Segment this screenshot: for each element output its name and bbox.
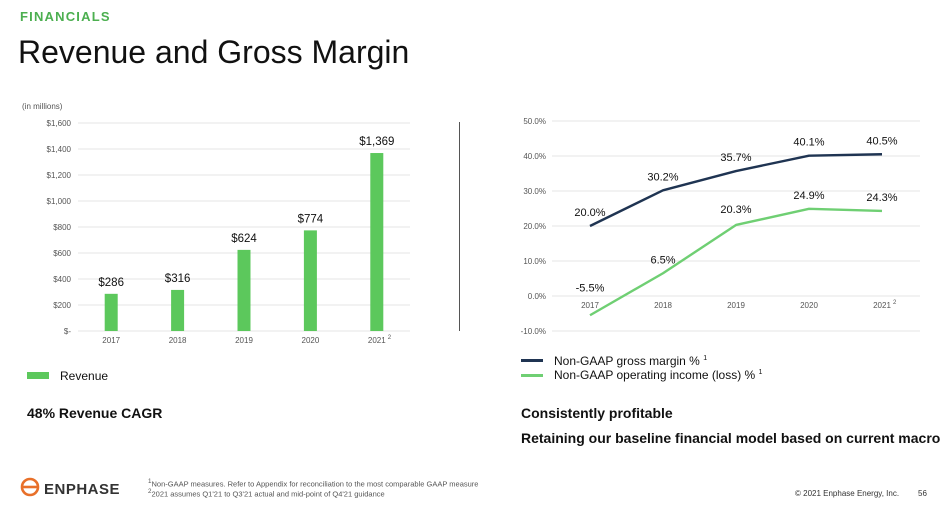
revenue-bar-value-label: $774 — [298, 213, 324, 225]
bar-y-tick-label: $- — [64, 327, 71, 336]
gross-margin-data-label: 20.0% — [574, 207, 605, 219]
operating-income-data-label: 20.3% — [720, 204, 751, 216]
footnote-2: 22021 assumes Q1'21 to Q3'21 actual and … — [148, 488, 385, 499]
revenue-bar — [237, 249, 251, 331]
bar-y-tick-label: $1,600 — [47, 119, 72, 128]
gross-margin-data-label: 30.2% — [647, 171, 678, 183]
line-y-tick-label: 40.0% — [523, 152, 546, 161]
bar-y-tick-label: $400 — [53, 275, 71, 284]
margin-line-chart: -10.0% 0.0% 10.0% 20.0% 30.0% 40.0% 50.0% 2017 2… — [521, 117, 920, 336]
line-y-tick-label: -10.0% — [521, 327, 546, 336]
bar-y-tick-label: $600 — [53, 249, 71, 258]
line-y-tick-label: 50.0% — [523, 117, 546, 126]
bar-y-tick-label: $800 — [53, 223, 71, 232]
line-x-tick-label: 2018 — [654, 301, 672, 310]
operating-income-data-label: 24.9% — [793, 190, 824, 202]
line-x-tick-label: 2019 — [727, 301, 745, 310]
panel-divider — [459, 122, 460, 331]
bar-x-tick-label: 2020 — [302, 336, 320, 345]
revenue-bar-value-label: $624 — [231, 233, 257, 245]
bar-y-tick-label: $1,200 — [47, 171, 72, 180]
copyright: © 2021 Enphase Energy, Inc. — [795, 489, 900, 498]
bar-y-tick-label: $1,400 — [47, 145, 72, 154]
bar-x-tick-label: 2017 — [102, 336, 120, 345]
operating-income-data-label: 24.3% — [866, 192, 897, 204]
revenue-bar — [104, 293, 118, 331]
revenue-bar-value-label: $286 — [98, 277, 124, 289]
operating-income-line — [589, 207, 883, 317]
bar-x-tick-label: 2019 — [235, 336, 253, 345]
line-x-tick-label: 2021 — [873, 301, 891, 310]
line-y-tick-label: 30.0% — [523, 187, 546, 196]
revenue-bar — [171, 289, 185, 331]
line-y-tick-label: 10.0% — [523, 257, 546, 266]
line-x-tick-superscript: 2 — [893, 300, 897, 306]
revenue-bar — [370, 153, 384, 331]
operating-income-legend-label: Non-GAAP operating income (loss) % 1 — [554, 368, 763, 382]
bar-x-tick-label: 2021 — [368, 336, 386, 345]
gross-margin-line — [589, 153, 883, 228]
revenue-bar-value-label: $316 — [165, 273, 191, 285]
gross-margin-data-label: 35.7% — [720, 152, 751, 164]
line-x-tick-label: 2020 — [800, 301, 818, 310]
gross-margin-legend-swatch — [521, 359, 543, 362]
profitable-text: Consistently profitable — [521, 405, 673, 421]
gross-margin-data-label: 40.1% — [793, 137, 824, 149]
gross-margin-data-label: 40.5% — [866, 135, 897, 147]
line-x-tick-label: 2017 — [581, 301, 599, 310]
revenue-legend-label: Revenue — [60, 369, 109, 383]
bar-x-tick-label: 2018 — [169, 336, 187, 345]
footnote-1: 1Non-GAAP measures. Refer to Appendix fo… — [148, 478, 479, 489]
line-y-tick-label: 0.0% — [528, 292, 546, 301]
unit-note: (in millions) — [22, 102, 63, 111]
revenue-cagr-text: 48% Revenue CAGR — [27, 405, 163, 421]
page-number: 56 — [918, 489, 927, 498]
revenue-bar-chart: $- $200 $400 $600 $800 $1,000 $1,200 $1,400 $1,6… — [47, 119, 410, 345]
bar-x-tick-superscript: 2 — [388, 335, 392, 341]
operating-income-data-label: 6.5% — [650, 254, 675, 266]
operating-income-data-label: -5.5% — [576, 282, 605, 294]
line-y-tick-label: 20.0% — [523, 222, 546, 231]
baseline-model-text: Retaining our baseline financial model b… — [521, 430, 941, 446]
revenue-bar-value-label: $1,369 — [359, 136, 394, 148]
enphase-logo-text: ENPHASE — [44, 481, 121, 498]
gross-margin-legend-label: Non-GAAP gross margin % 1 — [554, 354, 708, 368]
bar-y-tick-label: $200 — [53, 301, 71, 310]
enphase-logo-icon — [20, 477, 40, 497]
section-label: FINANCIALS — [20, 9, 111, 24]
revenue-bar — [303, 230, 317, 331]
page-title: Revenue and Gross Margin — [18, 34, 410, 70]
bar-y-tick-label: $1,000 — [47, 197, 72, 206]
operating-income-legend-swatch — [521, 374, 543, 377]
revenue-legend-swatch — [27, 372, 49, 379]
